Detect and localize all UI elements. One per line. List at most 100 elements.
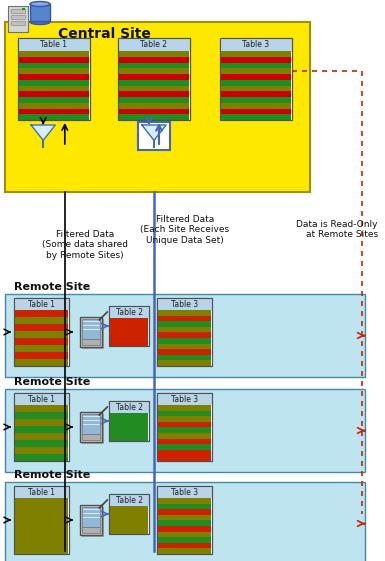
Bar — [110, 325, 148, 332]
Bar — [15, 526, 68, 533]
Bar — [11, 15, 25, 19]
Text: Filtered Data
(Some data shared
by Remote Sites): Filtered Data (Some data shared by Remot… — [42, 230, 128, 260]
Bar — [158, 433, 211, 439]
Text: Table 2: Table 2 — [116, 307, 142, 316]
Bar — [30, 4, 50, 21]
Bar — [158, 439, 211, 444]
Bar — [158, 321, 211, 327]
Bar — [82, 507, 104, 537]
Polygon shape — [31, 125, 55, 140]
Bar — [221, 114, 291, 120]
Text: Table 3: Table 3 — [171, 300, 198, 309]
Bar — [19, 74, 89, 80]
Text: Table 2: Table 2 — [116, 402, 142, 412]
Bar — [119, 97, 189, 103]
Bar — [110, 413, 148, 420]
Bar — [15, 440, 68, 447]
Bar — [19, 108, 89, 114]
Bar — [157, 393, 212, 405]
Bar — [19, 68, 89, 74]
Bar — [110, 339, 148, 346]
Bar — [15, 512, 68, 519]
Bar — [109, 401, 149, 441]
Ellipse shape — [30, 20, 50, 25]
Bar — [80, 317, 102, 347]
Bar — [118, 38, 190, 51]
Bar — [110, 506, 148, 513]
Bar — [119, 51, 189, 57]
Bar — [5, 294, 365, 377]
Bar — [15, 405, 68, 412]
Bar — [15, 540, 68, 547]
Bar — [158, 416, 211, 422]
Bar — [14, 393, 69, 461]
Bar — [15, 547, 68, 554]
Bar — [221, 91, 291, 97]
Bar — [158, 411, 211, 416]
Bar — [110, 318, 148, 325]
Bar — [14, 486, 69, 554]
Bar — [221, 103, 291, 108]
Bar — [14, 393, 69, 461]
Bar — [109, 306, 149, 346]
Bar — [5, 389, 365, 472]
Bar — [5, 482, 365, 561]
Bar — [119, 74, 189, 80]
Bar — [82, 527, 100, 532]
Bar — [14, 298, 69, 366]
Text: Central Site: Central Site — [58, 27, 151, 41]
Bar — [220, 38, 292, 120]
Bar — [110, 513, 148, 520]
Text: Table 2: Table 2 — [141, 40, 167, 49]
Bar — [82, 507, 100, 527]
Bar — [157, 393, 212, 461]
Text: Table 3: Table 3 — [171, 394, 198, 403]
Bar — [80, 412, 102, 442]
Bar — [15, 310, 68, 317]
Bar — [109, 494, 149, 534]
Bar — [109, 401, 149, 441]
Bar — [5, 22, 310, 192]
Bar — [118, 38, 190, 120]
Bar — [82, 414, 100, 434]
Bar — [157, 298, 212, 366]
Bar — [11, 9, 25, 13]
Bar — [109, 494, 149, 506]
Bar — [15, 338, 68, 345]
Bar — [19, 62, 89, 68]
Bar — [221, 80, 291, 85]
Bar — [158, 515, 211, 521]
Bar — [15, 317, 68, 324]
Bar — [110, 420, 148, 427]
Bar — [15, 447, 68, 454]
Bar — [14, 486, 69, 498]
Bar — [221, 97, 291, 103]
Bar — [158, 521, 211, 526]
Text: Remote Site: Remote Site — [14, 282, 90, 292]
Bar — [82, 319, 104, 349]
Bar — [157, 486, 212, 554]
Bar — [221, 74, 291, 80]
Bar — [158, 427, 211, 433]
Bar — [220, 38, 292, 51]
Bar — [221, 62, 291, 68]
Bar — [110, 527, 148, 534]
Bar — [221, 51, 291, 57]
Bar — [19, 85, 89, 91]
Bar — [158, 310, 211, 316]
Bar — [22, 8, 25, 10]
Bar — [157, 393, 212, 461]
Bar — [158, 537, 211, 543]
Text: Table 1: Table 1 — [28, 300, 55, 309]
Bar — [82, 434, 100, 440]
Bar — [14, 486, 69, 554]
Bar — [158, 549, 211, 554]
Bar — [157, 298, 212, 310]
Bar — [119, 91, 189, 97]
Bar — [158, 526, 211, 532]
Bar — [14, 298, 69, 310]
Bar — [158, 405, 211, 411]
Bar — [119, 80, 189, 85]
Text: Filtered Data
(Each Site Receives
Unique Data Set): Filtered Data (Each Site Receives Unique… — [141, 215, 229, 245]
Bar — [138, 122, 170, 150]
